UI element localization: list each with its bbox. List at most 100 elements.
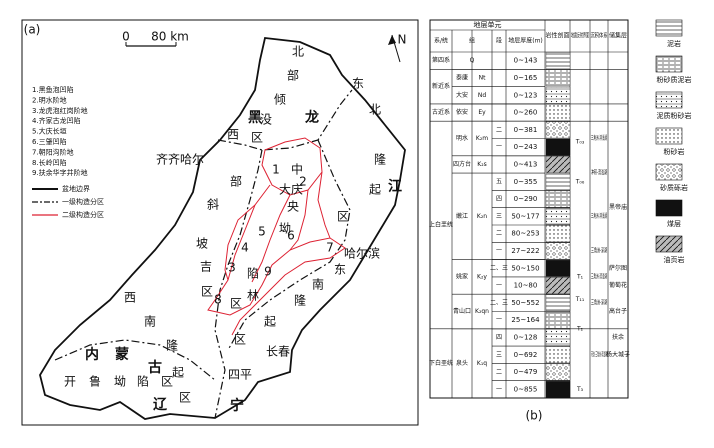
map-label: 陷: [137, 374, 149, 389]
map-label: 坳: [114, 375, 126, 389]
thickness-cell: 0~165: [514, 74, 538, 82]
north-arrow: [388, 34, 401, 63]
sedimentary-cell: 三角洲-滨浅湖: [591, 212, 607, 220]
lithology: [545, 329, 571, 346]
lithology: [545, 294, 571, 312]
thickness-cell: 0~855: [514, 385, 538, 393]
legend-item: 8.长岭凹陷: [32, 158, 67, 167]
legend-item: 一级构造分区: [62, 197, 104, 206]
map-label: 隆: [374, 152, 386, 167]
map-label: 吉: [200, 260, 212, 274]
map-label: 坡: [196, 237, 208, 251]
thickness-cell: 0~381: [514, 126, 538, 134]
map-label: 坳: [279, 222, 291, 236]
map-label: 开: [64, 375, 76, 389]
thickness-cell: 0~128: [514, 333, 538, 341]
map-label: 内: [85, 346, 99, 363]
map-label: 东: [352, 77, 364, 91]
thickness-cell: 50~177: [511, 212, 539, 220]
map-label: 区: [179, 391, 191, 405]
legend-item: 6.三肇凹陷: [32, 137, 67, 146]
map-label: 2: [299, 175, 307, 189]
legend-item: 砂质砾岩: [660, 183, 688, 192]
seismic-horizon: T₀₆: [575, 178, 585, 185]
map-label: 哈尔滨: [344, 246, 380, 261]
header-cell: 地震反射界面: [571, 32, 589, 40]
map-label: 鲁: [89, 375, 101, 389]
legend-item: 粉砂岩: [664, 147, 685, 156]
lithology: [545, 277, 571, 294]
lithology: [545, 69, 571, 87]
map-label: 林: [247, 289, 259, 303]
formation-cell: 青山口: [453, 307, 471, 315]
map-label: 陷: [247, 266, 259, 281]
legend-swatch: [655, 19, 683, 37]
legend-swatch: [655, 199, 683, 217]
sedimentary-cell: 河流-三角洲-滨浅湖: [591, 350, 607, 358]
formation-cell: 嫩江: [456, 212, 468, 220]
map-label: 古: [148, 359, 162, 376]
sedimentary-cell: 冲积-滨浅湖: [591, 169, 607, 177]
system-cell: 上白垩统: [429, 221, 453, 229]
thickness-cell: 10~80: [514, 282, 538, 290]
map-label: 黑: [248, 110, 262, 126]
map-label: 央: [287, 200, 299, 214]
map-label: 西: [124, 291, 136, 305]
legend-swatch: [655, 127, 683, 145]
lithology: [545, 190, 571, 208]
code-cell: Nd: [478, 92, 486, 99]
sedimentary-cell: 三角洲-滨浅湖: [591, 134, 607, 142]
header-cell: 沉积体系: [591, 32, 608, 40]
map-label: 东: [334, 263, 346, 277]
sedimentary-cell: 三角洲-深湖: [591, 298, 607, 306]
reservoir-cell: 高台子: [609, 307, 627, 315]
system-cell: 第四系: [432, 56, 450, 64]
first-order-boundaries: [54, 89, 353, 419]
reservoir-cell: 黑帝庙: [609, 203, 627, 211]
map-label: 部: [230, 174, 242, 189]
legend-symbols: [32, 188, 58, 216]
map-label: 区: [251, 131, 263, 145]
member-cell: 四: [496, 196, 502, 203]
lithology: [545, 52, 571, 69]
member-cell: 二: [496, 126, 502, 133]
lithology: [545, 173, 571, 191]
member-cell: 一: [496, 282, 502, 289]
map-label: 区: [234, 333, 246, 347]
legend-item: 5.大庆长垣: [32, 127, 67, 136]
lithology: [545, 104, 571, 121]
legend-swatch: [655, 55, 683, 73]
legend-item: 泥岩: [667, 39, 681, 48]
legend-swatch: [655, 91, 683, 109]
legend-item: 4.齐家古龙凹陷: [32, 116, 81, 125]
seismic-horizon: T₂: [576, 325, 584, 332]
thickness-cell: 0~143: [514, 57, 538, 65]
map-label: 部: [287, 68, 299, 83]
legend-item: 9.扶余华字井阶地: [32, 168, 88, 177]
header-cell: 段: [496, 37, 502, 45]
seismic-horizon: T₁: [576, 273, 584, 280]
map-label: 大庆: [279, 183, 303, 197]
legend-item: 泥质粉砂岩: [657, 111, 692, 120]
formation-cell: 依安: [456, 108, 468, 116]
lithology: [545, 121, 571, 139]
member-cell: 一: [496, 317, 502, 324]
map-label: 区: [230, 297, 242, 311]
header-cell: 地层单元: [474, 20, 502, 29]
seismic-horizon: T₁₁: [575, 296, 585, 303]
map-label: 倾: [274, 93, 286, 107]
reservoir-cell: 萨尔图: [609, 264, 627, 272]
map-label: 区: [201, 285, 213, 299]
seismic-horizon: T₃: [576, 386, 584, 393]
sedimentary-cell: 三角洲-滨浅湖: [591, 272, 607, 280]
header-cell: 储集层: [609, 32, 627, 40]
thickness-cell: 50~150: [511, 264, 539, 272]
code-cell: Q: [470, 57, 475, 64]
thickness-cell: 0~123: [514, 91, 538, 99]
thickness-cell: 50~552: [511, 299, 539, 307]
member-cell: 五: [496, 178, 502, 185]
member-cell: 三: [496, 351, 502, 358]
thickness-cell: 0~243: [514, 143, 538, 151]
header-cell: 系/统: [434, 37, 448, 45]
map-label: 9: [264, 265, 272, 279]
